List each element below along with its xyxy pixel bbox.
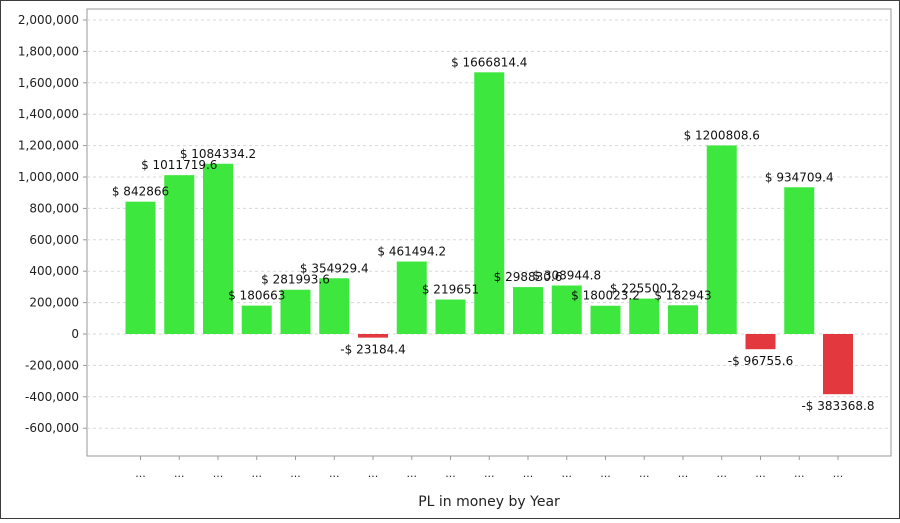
x-tick-label: ... <box>794 467 805 480</box>
data-label: -$ 96755.6 <box>728 354 793 368</box>
x-tick-label: ... <box>484 467 495 480</box>
x-tick-label: ... <box>833 467 844 480</box>
bar <box>668 305 698 334</box>
x-tick-label: ... <box>329 467 340 480</box>
bar <box>629 298 660 334</box>
data-label: $ 1200808.6 <box>684 128 760 142</box>
data-label: $ 298830.6 <box>494 270 563 284</box>
x-tick-label: ... <box>678 467 689 480</box>
bar <box>203 163 233 334</box>
y-tick-label: 1,400,000 <box>18 107 79 121</box>
data-label: $ 1666814.4 <box>451 55 527 69</box>
data-label: $ 182943 <box>654 288 711 302</box>
data-label: $ 354929.4 <box>300 261 369 275</box>
x-tick-label: ... <box>213 467 224 480</box>
x-tick-label: ... <box>174 467 185 480</box>
bar <box>319 278 350 334</box>
x-tick-label: ... <box>445 467 456 480</box>
y-tick-label: 800,000 <box>29 201 79 215</box>
data-label: $ 219651 <box>422 283 479 297</box>
data-label: $ 308944.8 <box>532 268 601 282</box>
data-label: $ 180023.2 <box>571 289 640 303</box>
y-tick-label: -200,000 <box>25 358 79 372</box>
y-axis-ticks: 2,000,000 1,800,000 1,600,000 1,400,000 1,20… <box>18 13 87 435</box>
y-tick-label: 0 <box>71 327 79 341</box>
bar <box>706 145 737 334</box>
x-tick-label: ... <box>600 467 611 480</box>
y-tick-label: 600,000 <box>29 233 79 247</box>
data-labels: $ 842866 $ 1011719.6$ 1084334.2 $ 180663 $ … <box>112 55 875 413</box>
x-tick-label: ... <box>639 467 650 480</box>
bars <box>125 72 853 395</box>
x-tick-label: ... <box>717 467 728 480</box>
bar <box>358 334 388 338</box>
data-label: $ 934709.4 <box>765 170 834 184</box>
y-tick-label: 1,800,000 <box>18 44 79 58</box>
y-tick-label: 400,000 <box>29 264 79 278</box>
bar <box>435 299 466 334</box>
bar <box>396 261 427 334</box>
data-label: $ 1011719.6 <box>141 158 217 172</box>
bar <box>551 285 582 334</box>
data-label: $ 180663 <box>228 289 285 303</box>
data-label: $ 461494.2 <box>377 245 446 259</box>
bar <box>745 334 776 350</box>
y-tick-label: 1,000,000 <box>18 170 79 184</box>
data-label: $ 225500.2 <box>610 282 679 296</box>
bar <box>513 287 543 334</box>
x-tick-label: ... <box>755 467 766 480</box>
bar <box>784 187 815 334</box>
x-tick-label: ... <box>252 467 263 480</box>
y-tick-label: 1,600,000 <box>18 76 79 90</box>
y-tick-label: 1,200,000 <box>18 139 79 153</box>
bar <box>164 175 195 334</box>
data-label: $ 1084334.2 <box>180 147 256 161</box>
data-label: $ 842866 <box>112 185 169 199</box>
x-tick-label: ... <box>135 467 146 480</box>
y-tick-label: 2,000,000 <box>18 13 79 27</box>
x-tick-label: ... <box>368 467 379 480</box>
x-axis-ticks: ........................................… <box>135 456 843 480</box>
data-label: -$ 23184.4 <box>340 343 405 357</box>
bar <box>474 72 505 334</box>
x-tick-label: ... <box>562 467 573 480</box>
x-tick-label: ... <box>290 467 301 480</box>
y-tick-label: -600,000 <box>25 421 79 435</box>
bar <box>125 201 156 334</box>
data-label: -$ 383368.8 <box>801 399 874 413</box>
x-tick-label: ... <box>523 467 534 480</box>
x-tick-label: ... <box>407 467 418 480</box>
x-axis-label: PL in money by Year <box>418 494 560 510</box>
bar <box>280 289 311 334</box>
bar <box>823 334 853 395</box>
bar <box>241 305 272 334</box>
y-tick-label: -400,000 <box>25 390 79 404</box>
y-tick-label: 200,000 <box>29 296 79 310</box>
data-label: $ 281993.6 <box>261 273 330 287</box>
bar <box>590 305 621 334</box>
